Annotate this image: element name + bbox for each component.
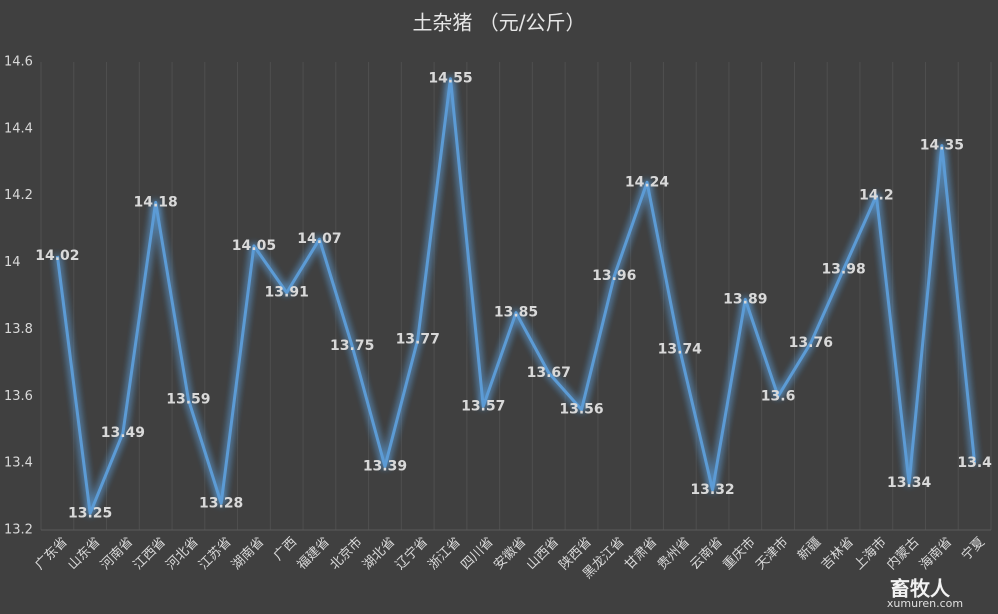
data-label: 13.75 [330, 338, 374, 354]
data-label: 14.02 [35, 248, 79, 264]
watermark: 畜牧人 [890, 577, 951, 601]
y-tick-label: 13.8 [4, 322, 33, 337]
data-label: 13.67 [527, 365, 571, 381]
data-label: 13.59 [166, 392, 210, 408]
y-tick-label: 14.6 [4, 55, 33, 70]
data-label: 13.39 [363, 458, 407, 474]
y-tick-label: 13.4 [4, 456, 33, 471]
data-label: 13.32 [690, 482, 734, 498]
data-label: 13.76 [789, 335, 833, 351]
data-label: 13.56 [559, 402, 603, 418]
data-label: 13.89 [723, 291, 767, 307]
data-label: 13.25 [68, 505, 112, 521]
data-label: 13.77 [396, 331, 440, 347]
data-label: 13.74 [658, 341, 703, 357]
y-tick-label: 14.4 [4, 121, 33, 136]
data-label: 13.6 [761, 388, 796, 404]
watermark: xumuren.com [887, 597, 963, 610]
data-label: 14.18 [134, 194, 178, 210]
y-tick-label: 14.2 [4, 188, 33, 203]
data-label: 13.57 [461, 398, 505, 414]
data-label: 14.35 [920, 138, 964, 154]
data-label: 14.55 [428, 71, 472, 87]
data-label: 14.2 [859, 188, 894, 204]
data-label: 13.34 [887, 475, 932, 491]
data-label: 13.91 [265, 285, 309, 301]
data-label: 13.98 [821, 261, 865, 277]
y-tick-label: 13.6 [4, 389, 33, 404]
data-label: 14.24 [625, 174, 670, 190]
y-tick-label: 13.2 [4, 523, 33, 538]
data-label: 14.07 [297, 231, 341, 247]
data-label: 13.96 [592, 268, 636, 284]
data-label: 13.49 [101, 425, 145, 441]
data-label: 13.85 [494, 305, 538, 321]
series-line [55, 77, 977, 515]
chart-title: 土杂猪 （元/公斤） [412, 11, 585, 35]
data-label: 14.05 [232, 238, 276, 254]
y-tick-label: 14 [4, 255, 21, 270]
data-label: 13.4 [957, 455, 992, 471]
data-label: 13.28 [199, 495, 243, 511]
